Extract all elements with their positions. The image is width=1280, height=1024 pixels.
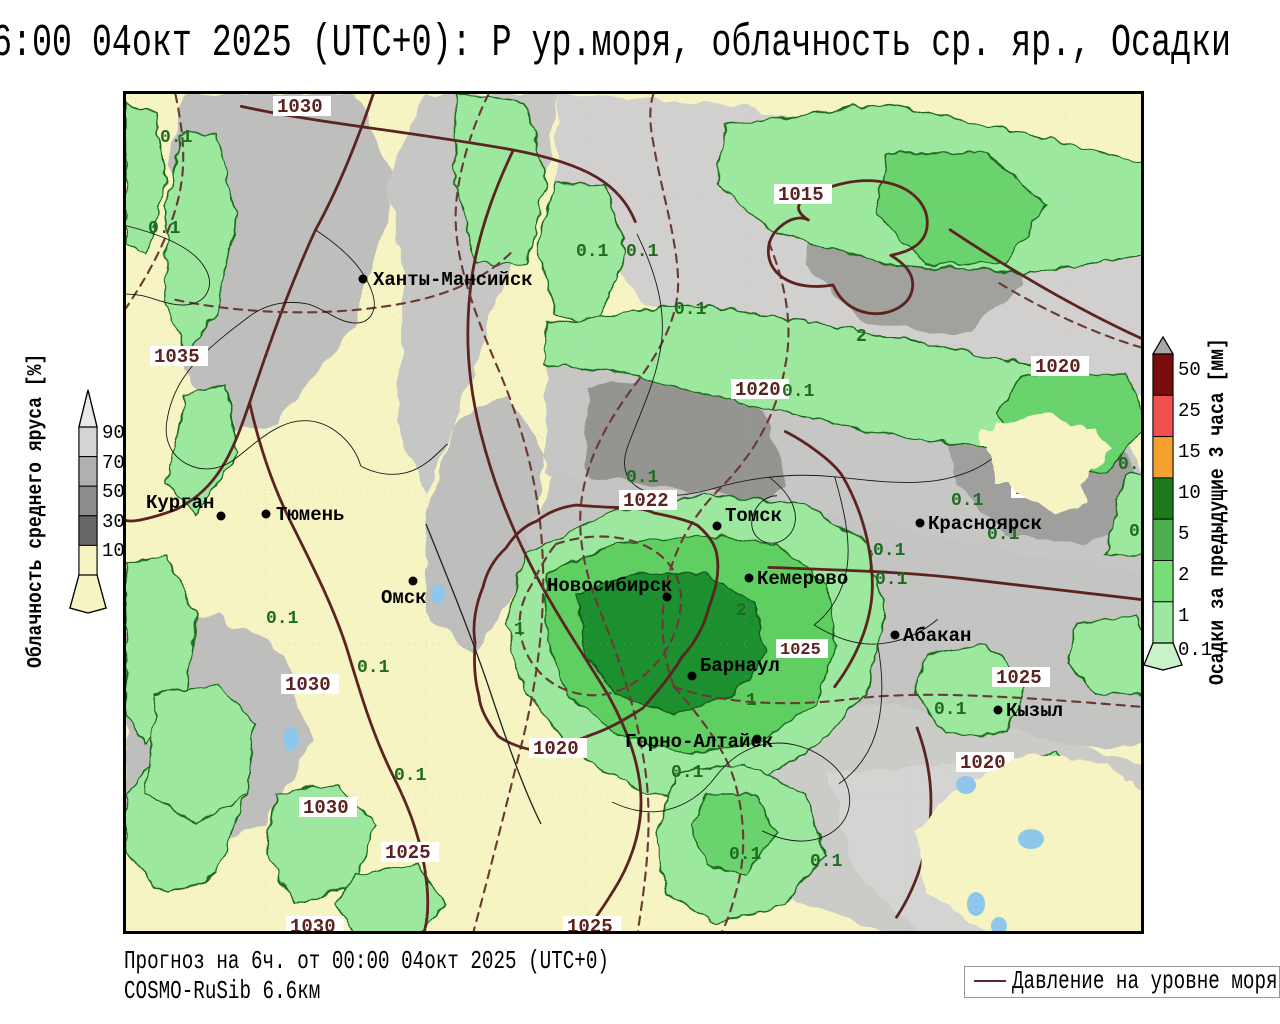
svg-text:Горно-Алтайск: Горно-Алтайск [625,731,773,753]
svg-text:Омск: Омск [381,587,427,609]
svg-text:2: 2 [1178,564,1189,586]
svg-text:10: 10 [102,540,125,562]
svg-text:Кемерово: Кемерово [757,568,848,590]
svg-text:25: 25 [1178,400,1201,422]
svg-text:1022: 1022 [623,490,669,512]
svg-text:70: 70 [102,452,125,474]
svg-text:1025: 1025 [780,641,821,660]
svg-text:2: 2 [736,601,747,621]
svg-text:10: 10 [1178,482,1201,504]
svg-text:Тюмень: Тюмень [276,504,344,526]
svg-text:0.1: 0.1 [671,763,704,783]
svg-text:1025: 1025 [385,842,431,864]
svg-text:1: 1 [514,620,525,640]
svg-text:2: 2 [856,327,867,347]
svg-text:30: 30 [102,511,125,533]
svg-text:0.1: 0.1 [873,541,906,561]
svg-text:1030: 1030 [285,674,331,696]
svg-text:1: 1 [746,691,757,711]
svg-text:0.1: 0.1 [266,609,299,629]
svg-text:0.1: 0.1 [951,491,984,511]
svg-text:1030: 1030 [277,96,323,118]
svg-text:50: 50 [102,481,125,503]
svg-text:1025: 1025 [567,916,613,934]
svg-text:1020: 1020 [1035,356,1081,378]
svg-text:0.1: 0.1 [626,242,659,262]
svg-text:1025: 1025 [996,667,1042,689]
svg-text:Абакан: Абакан [903,625,971,647]
svg-text:Курган: Курган [146,492,214,514]
svg-text:0.1: 0.1 [875,570,908,590]
svg-text:0.1: 0.1 [729,845,762,865]
svg-text:0.1: 0.1 [934,700,967,720]
svg-text:Кызыл: Кызыл [1006,700,1063,722]
svg-text:15: 15 [1178,441,1201,463]
svg-text:5: 5 [1178,523,1189,545]
svg-text:0.1: 0.1 [782,382,815,402]
svg-text:Новосибирск: Новосибирск [547,575,672,597]
svg-text:0.1: 0.1 [357,658,390,678]
svg-text:1030: 1030 [303,797,349,819]
svg-text:0.1: 0.1 [810,852,843,872]
svg-text:1015: 1015 [778,184,824,206]
svg-text:1020: 1020 [533,738,579,760]
svg-text:Красноярск: Красноярск [928,513,1042,535]
svg-text:Ханты-Мансийск: Ханты-Мансийск [373,269,533,291]
svg-text:1: 1 [1178,605,1189,627]
svg-text:1030: 1030 [290,916,336,934]
svg-text:50: 50 [1178,359,1201,381]
svg-text:0.1: 0.1 [160,128,193,148]
svg-text:Барнаул: Барнаул [700,655,780,677]
svg-text:0.1: 0.1 [148,219,181,239]
svg-text:0.1: 0.1 [674,300,707,320]
svg-text:1035: 1035 [154,346,200,368]
svg-text:0.1: 0.1 [576,242,609,262]
svg-text:90: 90 [102,422,125,444]
svg-text:0.1: 0.1 [394,766,427,786]
svg-text:Томск: Томск [725,505,782,527]
svg-text:0.1: 0.1 [626,468,659,488]
svg-text:0.1: 0.1 [1129,522,1144,542]
svg-text:1020: 1020 [735,379,781,401]
svg-text:0.1: 0.1 [1118,455,1144,475]
